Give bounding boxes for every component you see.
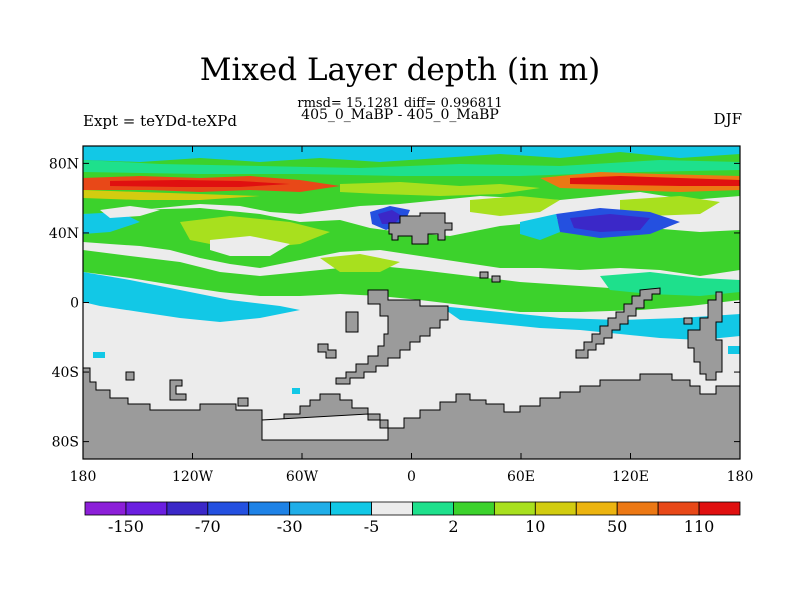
- experiment-subtitle: 405_0_MaBP - 405_0_MaBP: [301, 107, 499, 123]
- land-australia-arc: [575, 287, 661, 359]
- tropical-lime-patch: [320, 254, 400, 272]
- land-south-america-island: [345, 311, 359, 333]
- land-south-island-2: [237, 397, 249, 407]
- land-europe: [388, 212, 453, 245]
- lat-tick-label: 80N: [49, 156, 79, 172]
- colorbar-label: 50: [607, 517, 627, 536]
- south-cyan-speck-1: [93, 352, 105, 358]
- colorbar-label: 10: [525, 517, 545, 536]
- land-small-north: [479, 271, 489, 279]
- lat-tick-label: 0: [70, 296, 79, 312]
- map-field: [83, 146, 740, 459]
- lon-tick-label: 60E: [507, 469, 535, 485]
- colorbar-label: -70: [195, 517, 221, 536]
- tropical-cyan-band: [83, 272, 300, 322]
- midlat-lime-east: [470, 196, 560, 216]
- colorbar: -150 -70 -30 -5 2 10 50 110: [84, 501, 741, 536]
- colorbar-box: [371, 501, 413, 516]
- latitude-axis: 80N 40N 0 40S 80S: [49, 156, 740, 451]
- land-antarctica: [83, 367, 740, 459]
- midlat-cyan-west: [83, 212, 140, 234]
- north-red-core: [110, 180, 290, 187]
- colorbar-box: [84, 501, 127, 516]
- longitude-axis: 180 120W 60W 0 60E 120E 180: [70, 146, 754, 485]
- colorbar-box: [453, 501, 495, 516]
- midlat-white-gap-1: [100, 206, 160, 218]
- colorbar-box: [534, 501, 577, 516]
- land-africa: [335, 289, 449, 385]
- north-lime-band: [340, 182, 540, 196]
- land-antarctica-notch: [261, 413, 389, 441]
- rmsd-diff-stats: rmsd= 15.1281 diff= 0.996811: [297, 96, 503, 111]
- experiment-label: Expt = teYDd-teXPd: [83, 112, 237, 130]
- colorbar-box: [575, 501, 618, 516]
- plot-title: Mixed Layer depth (in m): [199, 52, 601, 88]
- south-cyan-speck-2: [292, 388, 300, 394]
- lat-tick-label: 80S: [52, 435, 79, 451]
- colorbar-box: [248, 501, 291, 516]
- colorbar-label: -5: [364, 517, 380, 536]
- lon-tick-label: 60W: [286, 469, 319, 485]
- north-yellow-patch: [83, 190, 260, 200]
- land-south-islands: [169, 379, 187, 401]
- colorbar-box: [166, 501, 209, 516]
- pacific-cyan-ring: [520, 214, 560, 240]
- pacific-purple-core: [570, 214, 650, 232]
- lon-tick-label: 0: [407, 469, 416, 485]
- colorbar-box: [330, 501, 372, 516]
- midlat-lime-east-2: [620, 196, 720, 216]
- atlantic-purple-core: [378, 210, 402, 224]
- land-south-america: [317, 343, 337, 359]
- colorbar-box: [412, 501, 454, 516]
- colorbar-box: [125, 501, 168, 516]
- lon-tick-label: 120W: [172, 469, 214, 485]
- lat-tick-label: 40N: [49, 226, 79, 242]
- arctic-green-band: [83, 146, 740, 214]
- season-label: DJF: [713, 110, 742, 128]
- land-east-continent: [687, 291, 723, 381]
- arctic-light-green: [83, 160, 740, 176]
- south-cyan-speck-3: [728, 346, 740, 354]
- colorbar-box: [207, 501, 250, 516]
- colorbar-box: [289, 501, 332, 516]
- midlat-white-gap-2: [210, 236, 290, 256]
- tropical-cyan-east: [440, 306, 740, 340]
- colorbar-box: [616, 501, 659, 516]
- colorbar-box: [698, 501, 741, 516]
- colorbar-label: -30: [277, 517, 303, 536]
- lon-tick-label: 180: [727, 469, 754, 485]
- lon-tick-label: 120E: [612, 469, 649, 485]
- land-small-north-2: [491, 275, 501, 283]
- lon-tick-label: 180: [70, 469, 97, 485]
- lat-tick-label: 40S: [52, 365, 79, 381]
- north-red-east-core: [570, 176, 740, 186]
- tropical-green-band: [83, 250, 740, 312]
- colorbar-box: [493, 501, 536, 516]
- arctic-cyan-strip: [83, 146, 740, 162]
- tropical-light-green: [600, 272, 740, 296]
- colorbar-label: -150: [108, 517, 144, 536]
- land-south-island-3: [125, 371, 135, 381]
- colorbar-label: 2: [448, 517, 458, 536]
- colorbar-box: [657, 501, 700, 516]
- land-east-small: [683, 317, 693, 325]
- colorbar-label: 110: [684, 517, 715, 536]
